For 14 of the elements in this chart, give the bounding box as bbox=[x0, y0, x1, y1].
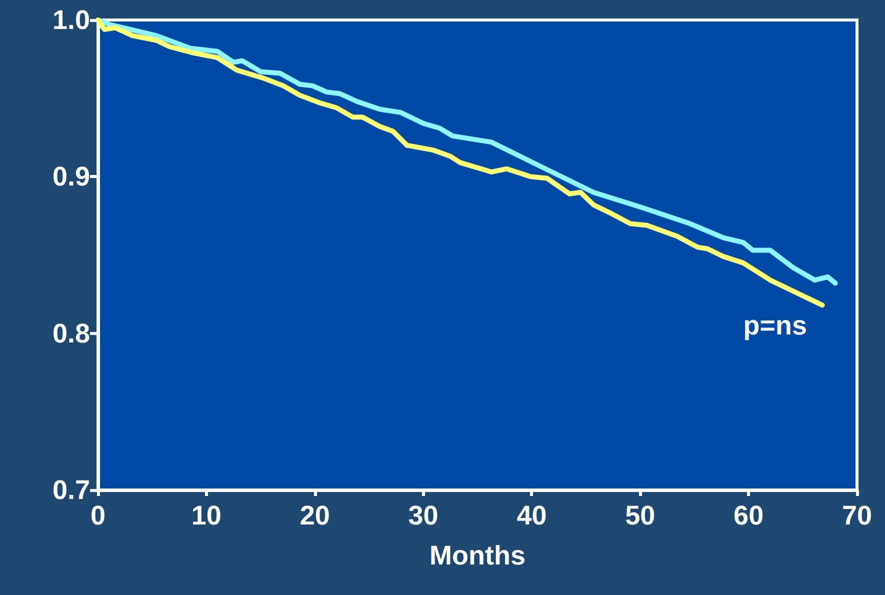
x-tick-label: 50 bbox=[625, 500, 656, 530]
x-tick-label: 70 bbox=[842, 500, 872, 530]
y-tick-label: 0.8 bbox=[52, 318, 90, 348]
y-tick-label: 1.0 bbox=[52, 5, 90, 35]
x-tick-label: 30 bbox=[408, 500, 438, 530]
x-tick-label: 20 bbox=[300, 500, 330, 530]
y-tick-label: 0.9 bbox=[52, 162, 90, 192]
annotation: p=ns bbox=[743, 310, 808, 340]
x-tick-label: 10 bbox=[191, 500, 222, 530]
x-tick-label: 60 bbox=[734, 500, 764, 530]
y-tick-label: 0.7 bbox=[52, 475, 90, 505]
x-tick-label: 40 bbox=[516, 500, 547, 530]
x-axis-title: Months bbox=[430, 540, 526, 570]
x-tick-label: 0 bbox=[90, 500, 106, 530]
